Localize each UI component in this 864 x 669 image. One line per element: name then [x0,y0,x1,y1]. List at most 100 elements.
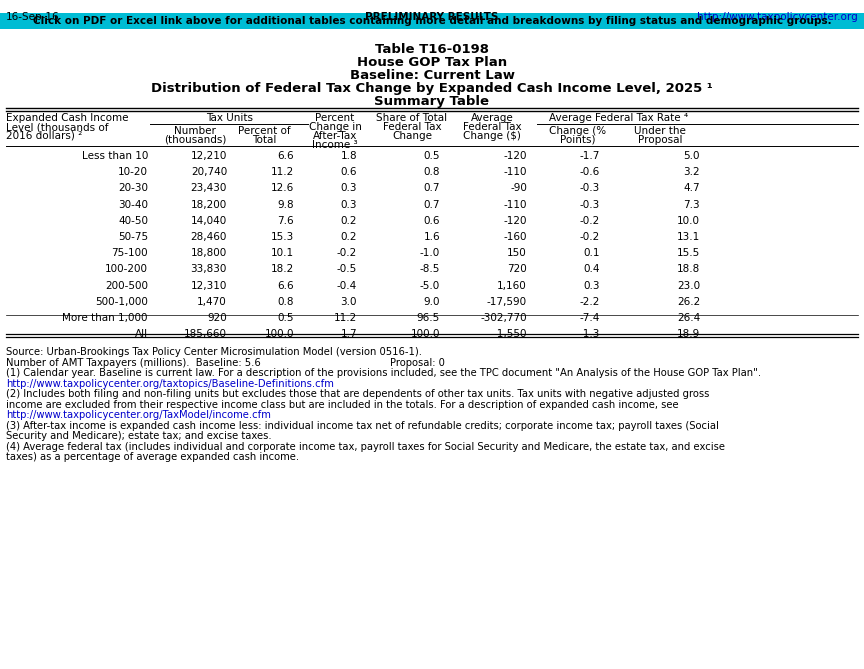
Text: 50-75: 50-75 [118,232,148,242]
Text: 1,470: 1,470 [197,297,227,307]
Text: Average: Average [471,113,513,123]
Text: -8.5: -8.5 [420,264,440,274]
Text: 0.6: 0.6 [340,167,357,177]
Text: 10.0: 10.0 [677,216,700,226]
Text: 15.3: 15.3 [270,232,294,242]
Text: -1,550: -1,550 [493,329,527,339]
Text: 4.7: 4.7 [683,183,700,193]
Text: 0.7: 0.7 [423,183,440,193]
Text: Points): Points) [560,135,596,145]
Text: 0.2: 0.2 [340,232,357,242]
Text: Proposal: Proposal [638,135,683,145]
Text: 0.8: 0.8 [423,167,440,177]
Text: 75-100: 75-100 [111,248,148,258]
Text: income are excluded from their respective income class but are included in the t: income are excluded from their respectiv… [6,399,678,409]
Text: http://www.taxpolicycenter.org/taxtopics/Baseline-Definitions.cfm: http://www.taxpolicycenter.org/taxtopics… [6,379,334,389]
Text: 18,200: 18,200 [191,199,227,209]
Text: Federal Tax: Federal Tax [383,122,442,132]
Text: Under the: Under the [634,126,686,136]
Text: House GOP Tax Plan: House GOP Tax Plan [357,56,507,69]
Text: -0.6: -0.6 [580,167,600,177]
Text: -90: -90 [510,183,527,193]
Text: 0.3: 0.3 [340,183,357,193]
Text: 12,210: 12,210 [191,151,227,161]
Text: 200-500: 200-500 [105,280,148,290]
Text: 13.1: 13.1 [677,232,700,242]
Text: Expanded Cash Income: Expanded Cash Income [6,113,129,123]
Text: 100-200: 100-200 [105,264,148,274]
Text: 0.5: 0.5 [277,313,294,323]
Text: -1.0: -1.0 [420,248,440,258]
Text: 6.6: 6.6 [277,151,294,161]
Text: 7.6: 7.6 [277,216,294,226]
Text: Number of AMT Taxpayers (millions).  Baseline: 5.6: Number of AMT Taxpayers (millions). Base… [6,358,261,368]
Text: Security and Medicare); estate tax; and excise taxes.: Security and Medicare); estate tax; and … [6,432,271,441]
Text: After-Tax: After-Tax [313,131,357,141]
Text: More than 1,000: More than 1,000 [62,313,148,323]
Text: 18.9: 18.9 [677,329,700,339]
Text: 20,740: 20,740 [191,167,227,177]
Text: 26.4: 26.4 [677,313,700,323]
Text: 150: 150 [507,248,527,258]
Text: taxes) as a percentage of average expanded cash income.: taxes) as a percentage of average expand… [6,452,299,462]
Text: -0.5: -0.5 [337,264,357,274]
Text: Number: Number [174,126,216,136]
Text: -120: -120 [504,216,527,226]
Text: Summary Table: Summary Table [374,95,490,108]
Text: Source: Urban-Brookings Tax Policy Center Microsimulation Model (version 0516-1): Source: Urban-Brookings Tax Policy Cente… [6,347,422,357]
Text: 3.0: 3.0 [340,297,357,307]
Text: -0.3: -0.3 [580,199,600,209]
Text: (4) Average federal tax (includes individual and corporate income tax, payroll t: (4) Average federal tax (includes indivi… [6,442,725,452]
Text: 100.0: 100.0 [410,329,440,339]
Text: 0.8: 0.8 [277,297,294,307]
Text: -2.2: -2.2 [580,297,600,307]
Text: 3.2: 3.2 [683,167,700,177]
Text: Distribution of Federal Tax Change by Expanded Cash Income Level, 2025 ¹: Distribution of Federal Tax Change by Ex… [151,82,713,95]
Text: 12.6: 12.6 [270,183,294,193]
Text: Percent: Percent [315,113,354,123]
Text: 500-1,000: 500-1,000 [95,297,148,307]
Text: -7.4: -7.4 [580,313,600,323]
Text: -120: -120 [504,151,527,161]
Bar [0,13,864,29]
Text: -1.3: -1.3 [580,329,600,339]
Text: 12,310: 12,310 [191,280,227,290]
Text: 9.8: 9.8 [277,199,294,209]
Text: 11.2: 11.2 [334,313,357,323]
Text: Click on PDF or Excel link above for additional tables containing more detail an: Click on PDF or Excel link above for add… [33,16,831,26]
Text: 720: 720 [507,264,527,274]
Text: 0.3: 0.3 [583,280,600,290]
Text: 16-Sep-16: 16-Sep-16 [6,12,60,22]
Text: 96.5: 96.5 [416,313,440,323]
Text: 40-50: 40-50 [118,216,148,226]
Text: Change (%: Change (% [550,126,607,136]
Text: 0.2: 0.2 [340,216,357,226]
Text: 18.8: 18.8 [677,264,700,274]
Text: -17,590: -17,590 [487,297,527,307]
Text: 33,830: 33,830 [191,264,227,274]
Text: 1,160: 1,160 [498,280,527,290]
Text: 0.6: 0.6 [423,216,440,226]
Text: -160: -160 [504,232,527,242]
Text: Level (thousands of: Level (thousands of [6,122,109,132]
Text: Federal Tax: Federal Tax [463,122,521,132]
Text: 23,430: 23,430 [191,183,227,193]
Text: 0.5: 0.5 [423,151,440,161]
Text: Total: Total [251,135,276,145]
Text: -110: -110 [504,167,527,177]
Text: 5.0: 5.0 [683,151,700,161]
Text: 11.2: 11.2 [270,167,294,177]
Text: -1.7: -1.7 [580,151,600,161]
Text: (3) After-tax income is expanded cash income less: individual income tax net of : (3) After-tax income is expanded cash in… [6,421,719,431]
Text: -302,770: -302,770 [480,313,527,323]
Text: 18.2: 18.2 [270,264,294,274]
Text: 0.4: 0.4 [583,264,600,274]
Text: Less than 10: Less than 10 [81,151,148,161]
Text: 30-40: 30-40 [118,199,148,209]
Text: Share of Total: Share of Total [377,113,448,123]
Text: Change in: Change in [308,122,361,132]
Text: 1.8: 1.8 [340,151,357,161]
Text: Income ³: Income ³ [312,140,358,150]
Text: -0.2: -0.2 [580,232,600,242]
Text: 1.7: 1.7 [340,329,357,339]
